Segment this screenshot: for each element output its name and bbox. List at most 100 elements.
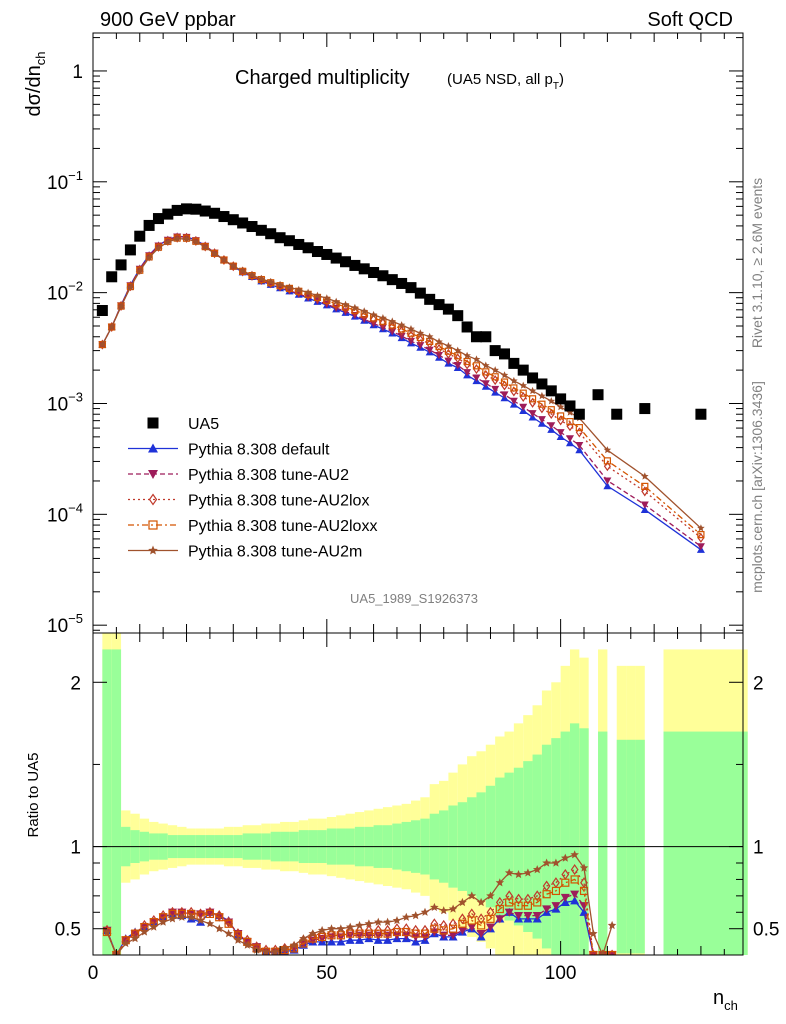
mc-point (575, 442, 584, 450)
mc-point (370, 314, 378, 325)
mc-point (313, 291, 322, 299)
mc-point (360, 307, 368, 315)
mc-point (472, 362, 481, 370)
ratio-inner-band (579, 728, 589, 955)
ratio-point (365, 924, 373, 936)
legend-marker (148, 493, 158, 506)
ua5-data-point (424, 293, 436, 305)
mc-point (500, 378, 509, 386)
ua5-data-point (330, 252, 342, 264)
ratio-point (477, 913, 486, 925)
ratio-point (139, 923, 149, 932)
ua5-data-point (237, 217, 249, 229)
ratio-y-tick-label-left: 1 (70, 838, 81, 859)
ratio-point (261, 947, 271, 955)
mc-point (603, 446, 612, 454)
ua5-data-point (377, 270, 389, 282)
ratio-point (589, 929, 598, 938)
mc-point (201, 243, 209, 251)
ratio-point (233, 935, 243, 944)
mc-point (238, 266, 247, 275)
ua5-data-point (349, 259, 361, 271)
ratio-point (458, 897, 467, 907)
legend-entry-label: Pythia 8.308 tune-AU2loxx (188, 518, 377, 535)
x-tick-label: 100 (545, 963, 577, 984)
mc-point (463, 359, 471, 370)
x-tick-label: 50 (316, 963, 337, 984)
mc-point (388, 317, 397, 325)
y-tick-label: 10−1 (47, 168, 83, 194)
mc-point (491, 375, 499, 386)
ratio-point (579, 907, 589, 916)
mc-point (416, 334, 424, 345)
mc-point (117, 300, 125, 311)
ratio-point (448, 904, 458, 913)
x-tick-label: 0 (88, 963, 99, 984)
mc-point (565, 435, 574, 443)
svg-text:dσ/dnch: dσ/dnch (23, 51, 48, 116)
ratio-series (102, 850, 617, 955)
mc-point (154, 244, 163, 252)
ratio-inner-band (560, 731, 570, 955)
mc-point (500, 380, 509, 391)
mc-point (697, 532, 705, 543)
mc-point (510, 376, 518, 385)
ratio-point (570, 896, 580, 905)
ratio-point (467, 923, 477, 932)
mc-point (435, 337, 443, 346)
ratio-inner-band (663, 731, 748, 955)
mc-point (425, 332, 434, 340)
ratio-point (215, 913, 224, 922)
ua5-data-point (368, 266, 380, 278)
ua5-data-point (106, 271, 118, 283)
ratio-point (495, 915, 505, 924)
ua5-data-point (190, 203, 202, 215)
mc-point (481, 380, 490, 388)
ratio-point (271, 947, 280, 955)
ratio-point (317, 925, 327, 934)
mc-point (444, 348, 452, 359)
ratio-point (485, 923, 495, 932)
mc-point (257, 274, 266, 283)
mc-point (425, 346, 434, 354)
ratio-point (364, 919, 374, 928)
legend-entry-label: Pythia 8.308 tune-AU2m (188, 544, 362, 561)
ua5-data-point (302, 242, 314, 254)
ua5-data-point (386, 274, 398, 286)
ratio-point (383, 929, 392, 938)
ratio-point (280, 943, 289, 953)
x-axis-label: nch (713, 987, 738, 1013)
mc-point (529, 397, 537, 408)
y-tick-label: 10−2 (47, 279, 83, 305)
y-tick-label: 10−3 (47, 389, 83, 415)
ratio-point (205, 909, 215, 919)
mc-point (528, 410, 537, 418)
mc-point (98, 340, 107, 348)
ratio-point (523, 868, 533, 877)
ua5-data-point (452, 310, 464, 322)
ratio-curve (106, 868, 613, 955)
ratio-point (374, 924, 383, 936)
mc-point (453, 346, 462, 354)
mc-point (556, 432, 565, 441)
ratio-point (504, 868, 514, 877)
mc-point (444, 342, 453, 350)
ratio-point (393, 923, 401, 935)
mc-point (510, 384, 518, 392)
mc-point (164, 235, 172, 246)
mc-point (491, 385, 500, 394)
ratio-plot-frame (92, 632, 744, 956)
mc-point (641, 472, 649, 480)
mc-point (145, 253, 153, 261)
ratio-point (439, 926, 448, 935)
y-tick-label: 1 (72, 62, 83, 83)
mc-point (547, 422, 556, 430)
ratio-point (570, 850, 579, 859)
mc-point (304, 288, 312, 296)
ratio-point (561, 878, 570, 887)
mc-point (491, 373, 499, 381)
ratio-point (523, 911, 533, 921)
ua5-data-point (227, 214, 239, 226)
ratio-point (355, 920, 364, 930)
